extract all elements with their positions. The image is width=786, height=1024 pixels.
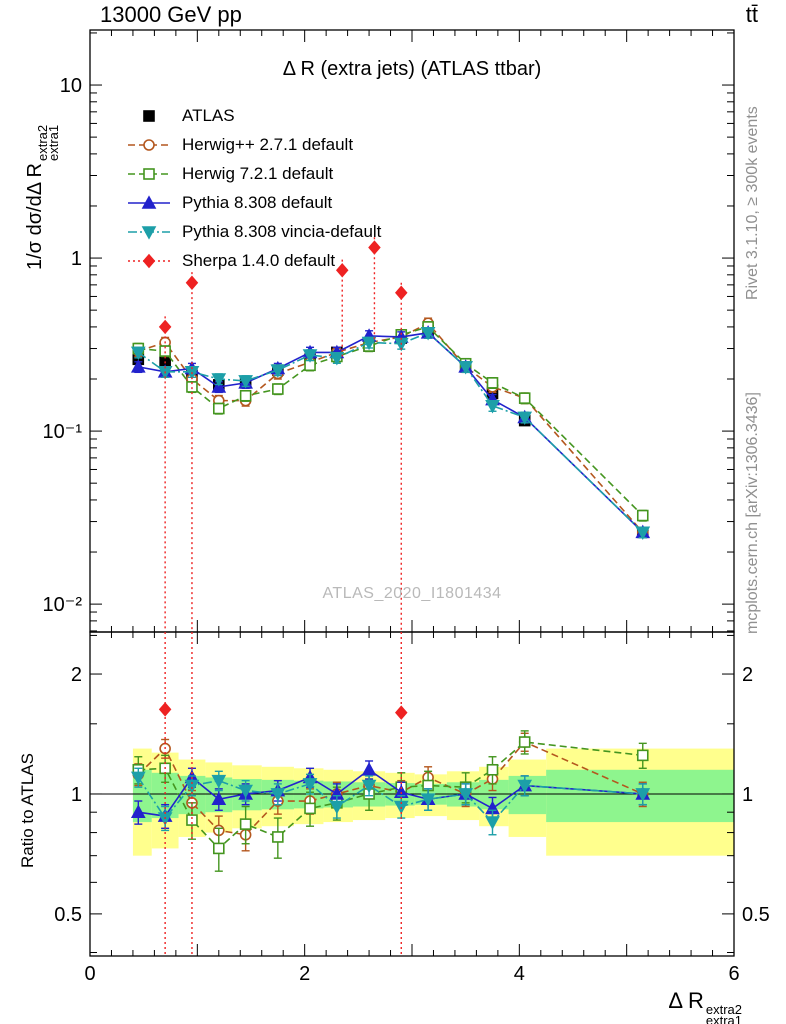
series-ratio-sherpa (158, 632, 408, 956)
legend-label-herwig7: Herwig 7.2.1 default (182, 163, 334, 183)
series-main-atlas (132, 324, 649, 539)
legend-marker-sherpa-icon (128, 253, 170, 268)
process-label: tt̄ (745, 2, 758, 27)
legend-item-pythia: Pythia 8.308 default (126, 191, 381, 214)
svg-text:0.5: 0.5 (54, 904, 82, 926)
x-axis-title-text: Δ R (668, 988, 704, 1013)
svg-text:1: 1 (71, 784, 82, 806)
uncertainty-bands (132, 748, 734, 856)
legend-item-atlas: ATLAS (126, 104, 381, 127)
y-axis-title-main-supsub: extra2 extra1 (35, 124, 61, 162)
series-main-herwigpp (132, 317, 649, 539)
svg-text:6: 6 (728, 963, 739, 985)
svg-text:1: 1 (742, 784, 753, 806)
svg-text:4: 4 (514, 963, 525, 985)
legend-label-herwigpp: Herwig++ 2.7.1 default (182, 134, 354, 154)
legend-item-herwigpp: Herwig++ 2.7.1 default (126, 133, 381, 156)
legend-marker-pythia-icon (128, 194, 170, 209)
y-axis-title-ratio: Ratio to ATLAS (18, 753, 37, 868)
legend-item-herwig7: Herwig 7.2.1 default (126, 162, 381, 185)
mcplots-credit-label: mcplots.cern.ch [arXiv:1306.3436] (744, 392, 761, 634)
series-main-sherpa (158, 237, 408, 631)
x-axis-title-supsub: extra2 extra1 (705, 1001, 742, 1024)
y-axis-sub: extra1 (45, 124, 61, 162)
svg-text:2: 2 (299, 963, 310, 985)
legend-item-vincia: Pythia 8.308 vincia-default (126, 220, 381, 243)
legend-label-pythia: Pythia 8.308 default (182, 192, 333, 212)
legend-label-vincia: Pythia 8.308 vincia-default (182, 221, 382, 241)
svg-text:0.5: 0.5 (742, 904, 770, 926)
x-axis-sup: extra2 (705, 1001, 742, 1017)
axis-ticks (89, 30, 735, 956)
legend-marker-vincia-icon (128, 225, 170, 240)
x-axis-sub: extra1 (705, 1012, 742, 1024)
svg-text:10⁻¹: 10⁻¹ (43, 421, 83, 443)
rivet-version-label: Rivet 3.1.10, ≥ 300k events (744, 106, 761, 300)
legend-label-atlas: ATLAS (182, 105, 235, 125)
svg-text:2: 2 (71, 664, 82, 686)
svg-text:0: 0 (84, 963, 95, 985)
series-main-herwig7 (132, 321, 649, 522)
plot-title: Δ R (extra jets) (ATLAS ttbar) (282, 58, 542, 80)
series-main-vincia (130, 326, 651, 540)
legend-marker-herwig7-icon (128, 167, 170, 180)
svg-text:10: 10 (60, 75, 82, 97)
svg-text:1: 1 (71, 248, 82, 270)
tick-labels: 0 2 4 6 10⁻² 10⁻¹ 1 10 0.5 0.5 1 1 2 2 (43, 75, 770, 985)
beam-energy-label: 13000 GeV pp (100, 2, 242, 27)
svg-text:2: 2 (742, 664, 753, 686)
legend-label-sherpa: Sherpa 1.4.0 default (182, 250, 336, 270)
svg-text:10⁻²: 10⁻² (43, 594, 83, 616)
legend-marker-herwigpp-icon (128, 138, 170, 151)
analysis-watermark: ATLAS_2020_I1801434 (322, 585, 502, 602)
series-main-pythia (130, 325, 651, 539)
y-axis-title-main-text: 1/σ dσ/dΔ R (24, 163, 46, 270)
legend-item-sherpa: Sherpa 1.4.0 default (126, 249, 381, 272)
legend: ATLAS Herwig++ 2.7.1 default Herwig 7.2.1 … (126, 104, 381, 272)
legend-marker-atlas-icon (143, 109, 155, 122)
